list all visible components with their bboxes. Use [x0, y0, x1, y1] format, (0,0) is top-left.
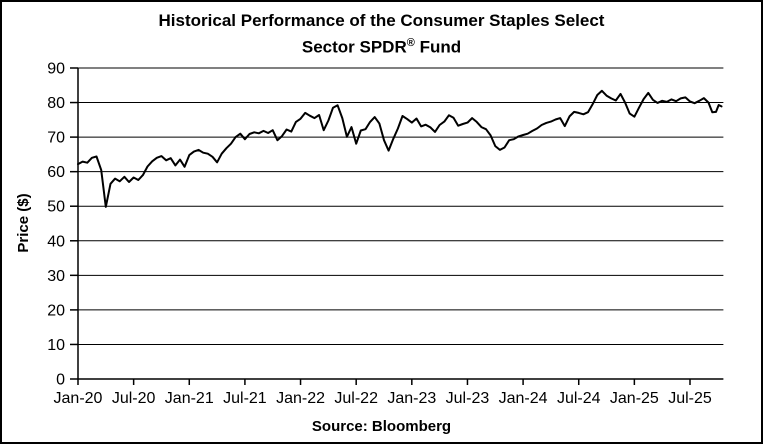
x-tick-label: Jul-23: [446, 390, 490, 407]
y-tick-label: 50: [47, 199, 65, 216]
chart-title-line1: Historical Performance of the Consumer S…: [2, 9, 761, 32]
x-tick-label: Jan-25: [610, 390, 659, 407]
y-tick-label: 90: [47, 61, 65, 78]
y-tick-label: 60: [47, 164, 65, 181]
source-caption: Source: Bloomberg: [311, 418, 452, 435]
x-tick-label: Jul-21: [223, 390, 267, 407]
chart-title: Historical Performance of the Consumer S…: [2, 9, 761, 59]
y-tick-label: 30: [47, 268, 65, 285]
x-tick-label: Jan-20: [54, 390, 103, 407]
x-tick-label: Jan-24: [499, 390, 548, 407]
x-tick-label: Jan-22: [276, 390, 325, 407]
chart-title-line1-text: Historical Performance of the Consumer S…: [158, 11, 605, 30]
y-tick-label: 20: [47, 302, 65, 319]
x-tick-label: Jul-22: [334, 390, 378, 407]
x-tick-label: Jan-21: [165, 390, 214, 407]
x-tick-label: Jul-20: [112, 390, 156, 407]
y-tick-label: 40: [47, 233, 65, 250]
chart-title-line2-text: Sector SPDR: [301, 37, 407, 57]
chart-title-line2: Sector SPDR® Fund: [2, 32, 761, 59]
chart-title-line2-end: Fund: [414, 37, 462, 57]
y-tick-label: 0: [56, 372, 65, 389]
y-tick-label: 10: [47, 337, 65, 354]
x-tick-label: Jul-25: [668, 390, 712, 407]
price-line-series: [77, 89, 723, 208]
y-tick-label: 80: [47, 95, 65, 112]
registered-trademark-symbol: ®: [406, 37, 415, 49]
x-tick-label: Jan-23: [387, 390, 436, 407]
y-tick-label: 70: [47, 130, 65, 147]
x-tick-label: Jul-24: [557, 390, 601, 407]
